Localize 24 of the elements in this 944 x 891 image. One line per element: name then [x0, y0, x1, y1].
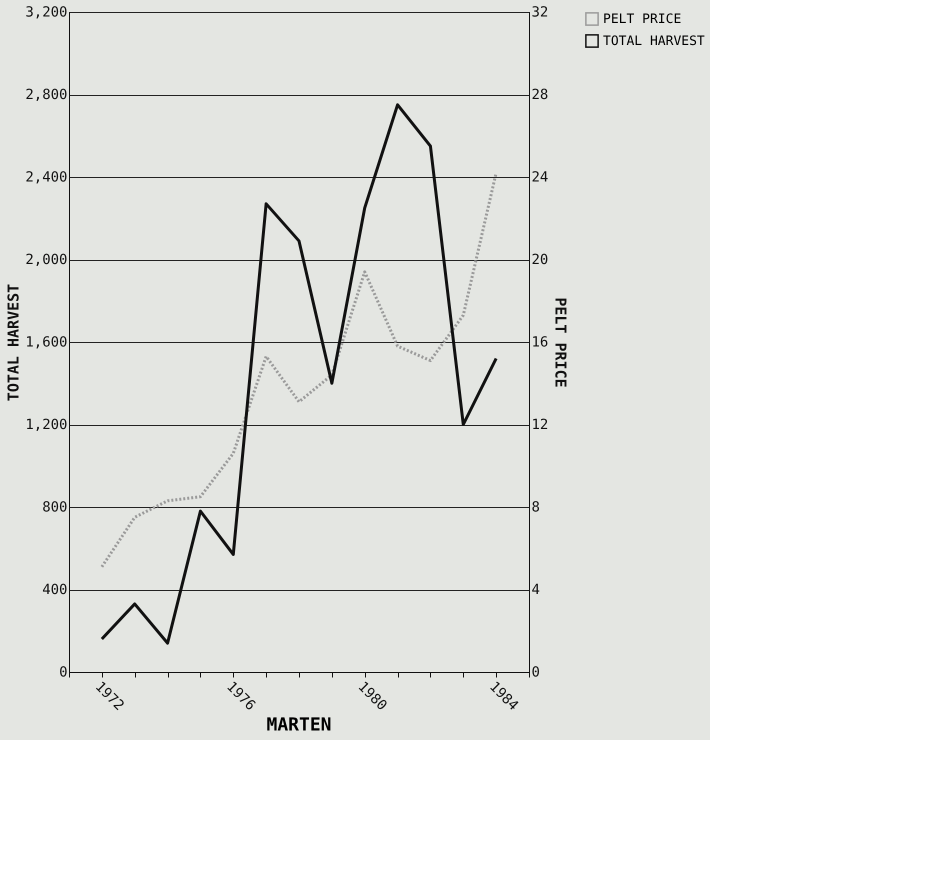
y2-tick-label: 16	[532, 334, 548, 350]
y2-tick-label: 32	[532, 4, 548, 20]
y-tick-label: 2,800	[25, 87, 68, 103]
y-tick-label: 2,000	[25, 252, 68, 268]
y2-tick-label: 28	[532, 87, 548, 103]
y-tick-label: 1,200	[25, 417, 68, 433]
y-axis-title: TOTAL HARVEST	[4, 284, 22, 402]
y-tick-label: 3,200	[25, 4, 68, 20]
y2-tick-label: 4	[532, 582, 540, 598]
y-tick-label: 0	[59, 664, 68, 680]
y-tick-label: 400	[42, 582, 68, 598]
y-tick-label: 1,600	[25, 334, 68, 350]
text: MARTEN	[266, 714, 332, 736]
y2-tick-label: 12	[532, 417, 548, 433]
legend-label: TOTAL HARVEST	[603, 34, 705, 49]
legend-label: PELT PRICE	[603, 12, 682, 27]
y2-tick-label: 24	[532, 170, 548, 186]
y2-tick-label: 0	[532, 664, 540, 680]
y2-axis-title: PELT PRICE	[551, 297, 570, 388]
y-tick-label: 800	[42, 500, 68, 516]
y2-tick-label: 8	[532, 500, 540, 516]
line-series	[100, 103, 498, 645]
y-tick-label: 2,400	[25, 170, 68, 186]
y2-tick-label: 20	[532, 252, 548, 268]
